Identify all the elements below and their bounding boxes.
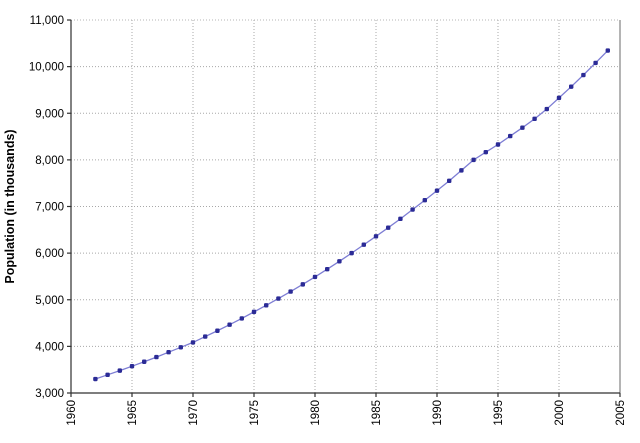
y-axis-tick-label: 3,000 bbox=[35, 388, 64, 400]
data-point bbox=[349, 250, 354, 256]
y-axis-tick-label: 5,000 bbox=[35, 295, 64, 307]
data-point bbox=[215, 328, 220, 333]
x-axis-tick-label: 2005 bbox=[615, 400, 627, 426]
y-axis-tick-label: 10,000 bbox=[29, 62, 64, 74]
data-point bbox=[227, 322, 232, 327]
x-axis-tick-label: 1965 bbox=[127, 400, 139, 426]
y-axis-tick-label: 7,000 bbox=[35, 202, 64, 214]
data-point bbox=[422, 198, 427, 203]
data-point bbox=[276, 296, 281, 301]
y-axis-tick-label: 4,000 bbox=[35, 341, 64, 353]
data-point bbox=[361, 242, 366, 247]
data-point bbox=[203, 334, 208, 339]
data-point bbox=[142, 359, 147, 364]
plot-area bbox=[71, 20, 620, 393]
data-point bbox=[532, 116, 537, 122]
x-axis-tick-label: 2000 bbox=[554, 400, 566, 426]
data-point bbox=[325, 267, 330, 272]
x-axis-tick-label: 1995 bbox=[493, 400, 505, 426]
data-point bbox=[556, 95, 562, 101]
x-axis-tick-label: 1985 bbox=[371, 400, 383, 426]
data-point bbox=[264, 303, 269, 308]
x-axis-tick-label: 1990 bbox=[432, 400, 444, 426]
data-point bbox=[508, 133, 513, 139]
data-point bbox=[520, 125, 525, 130]
data-point bbox=[117, 368, 122, 373]
data-point bbox=[190, 340, 196, 345]
x-axis-tick-label: 1980 bbox=[310, 400, 322, 426]
data-point bbox=[410, 207, 415, 212]
data-point bbox=[483, 149, 488, 155]
data-point bbox=[581, 72, 586, 78]
data-point bbox=[288, 289, 293, 294]
x-axis-tick-label: 1960 bbox=[66, 400, 78, 426]
y-axis-tick-label: 6,000 bbox=[35, 248, 64, 260]
data-point bbox=[251, 309, 257, 315]
data-point bbox=[434, 188, 440, 193]
x-axis-tick-label: 1970 bbox=[188, 400, 200, 426]
data-point bbox=[471, 157, 476, 163]
data-point bbox=[569, 84, 574, 89]
data-point bbox=[544, 106, 549, 112]
y-axis-tick-label: 11,000 bbox=[30, 15, 64, 27]
data-point bbox=[178, 345, 183, 350]
data-point bbox=[154, 354, 159, 360]
data-point bbox=[166, 350, 171, 355]
data-point bbox=[129, 363, 135, 369]
data-point bbox=[593, 60, 598, 66]
data-point bbox=[93, 376, 98, 382]
data-point bbox=[337, 259, 342, 264]
data-point bbox=[300, 282, 305, 287]
y-axis-tick-label: 9,000 bbox=[35, 108, 64, 120]
data-point bbox=[398, 216, 403, 222]
data-point bbox=[105, 372, 110, 378]
data-point bbox=[495, 142, 501, 147]
y-axis-tick-label: 8,000 bbox=[35, 155, 64, 167]
data-point bbox=[373, 234, 379, 239]
data-point bbox=[447, 178, 452, 184]
data-point bbox=[239, 316, 244, 321]
y-axis-title: Population (in thousands) bbox=[3, 129, 17, 283]
x-axis-tick-label: 1975 bbox=[249, 400, 261, 426]
data-point bbox=[605, 48, 610, 53]
data-point bbox=[459, 168, 464, 173]
data-point bbox=[312, 274, 318, 280]
data-point bbox=[386, 225, 391, 230]
